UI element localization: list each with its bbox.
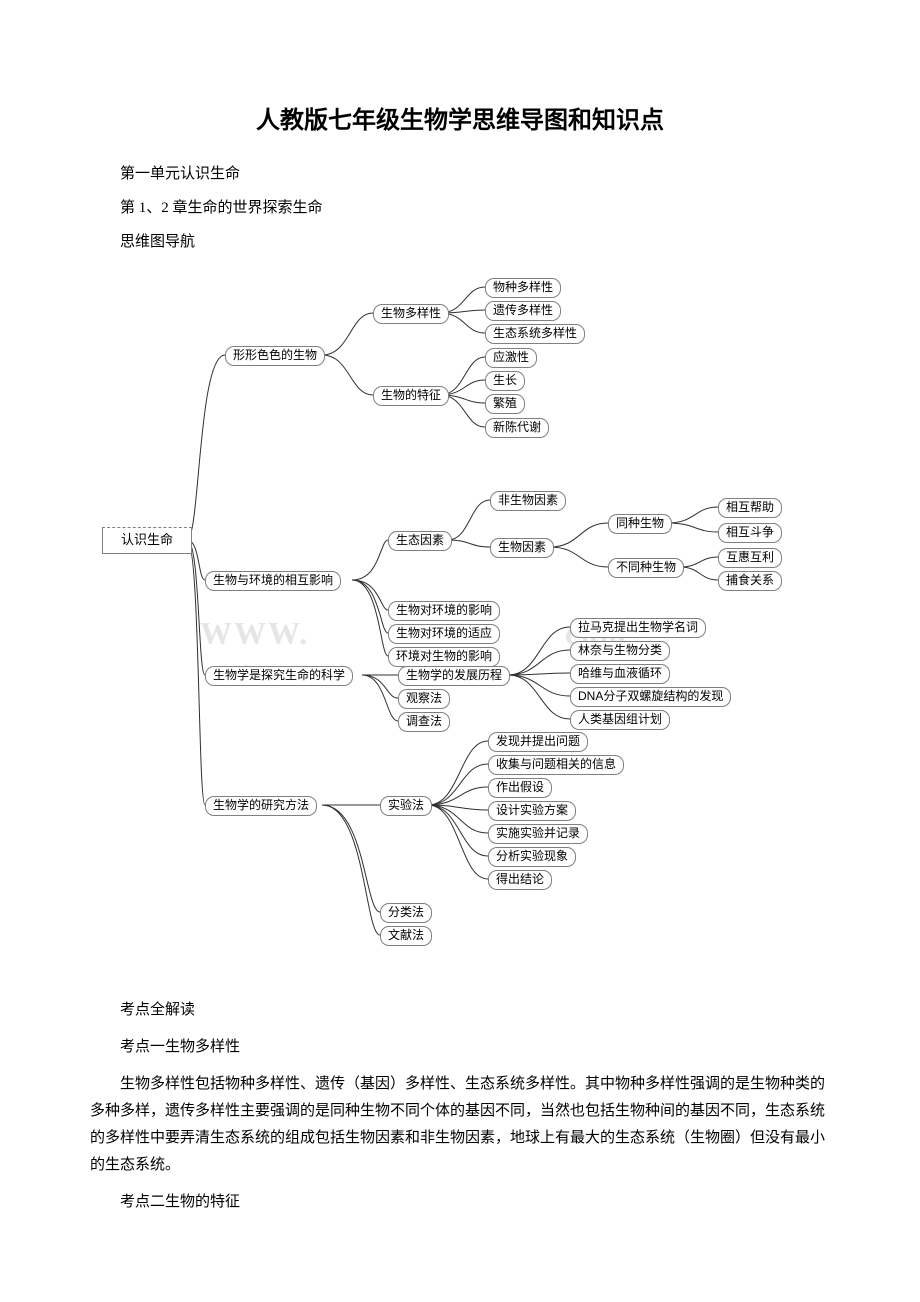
node-b3c: 调查法: [398, 712, 450, 732]
node-b1b4: 新陈代谢: [485, 418, 549, 438]
intro-line-1: 第一单元认识生命: [90, 159, 830, 189]
node-b4a4: 设计实验方案: [488, 801, 576, 821]
node-b1a2: 遗传多样性: [485, 301, 561, 321]
node-b1a3: 生态系统多样性: [485, 324, 585, 344]
node-b4a1: 发现并提出问题: [488, 732, 588, 752]
node-b2a1: 非生物因素: [490, 491, 566, 511]
node-b4a3: 作出假设: [488, 778, 552, 798]
node-b2a2b2: 捕食关系: [718, 571, 782, 591]
body-h1: 考点全解读: [90, 997, 830, 1024]
node-b4b: 分类法: [380, 903, 432, 923]
node-b2b: 生物对环境的影响: [388, 601, 500, 621]
node-b2a2b: 不同种生物: [608, 558, 684, 578]
body-p1: 生物多样性包括物种多样性、遗传（基因）多样性、生态系统多样性。其中物种多样性强调…: [90, 1071, 830, 1179]
node-b2d: 环境对生物的影响: [388, 647, 500, 667]
node-b3a: 生物学的发展历程: [398, 666, 510, 686]
node-root: 认识生命: [102, 527, 192, 554]
intro-line-2: 第 1、2 章生命的世界探索生命: [90, 193, 830, 223]
node-b3a3: 哈维与血液循环: [570, 664, 670, 684]
node-b1: 形形色色的生物: [225, 346, 325, 366]
node-b3a4: DNA分子双螺旋结构的发现: [570, 687, 731, 707]
node-b3a5: 人类基因组计划: [570, 710, 670, 730]
node-b3a1: 拉马克提出生物学名词: [570, 618, 706, 638]
body-h3: 考点二生物的特征: [90, 1189, 830, 1216]
node-b2a2a: 同种生物: [608, 514, 672, 534]
node-b4a5: 实施实验并记录: [488, 824, 588, 844]
node-b1b: 生物的特征: [373, 386, 449, 406]
node-b1b1: 应激性: [485, 348, 537, 368]
node-b4a7: 得出结论: [488, 870, 552, 890]
node-b2a2a2: 相互斗争: [718, 523, 782, 543]
node-b2c: 生物对环境的适应: [388, 624, 500, 644]
node-b2a: 生态因素: [388, 531, 452, 551]
node-b1a1: 物种多样性: [485, 278, 561, 298]
node-b1b3: 繁殖: [485, 394, 525, 414]
watermark-a: WWW.: [200, 615, 309, 652]
node-b3b: 观察法: [398, 689, 450, 709]
node-b4a6: 分析实验现象: [488, 847, 576, 867]
body-h2: 考点一生物多样性: [90, 1034, 830, 1061]
node-b3a2: 林奈与生物分类: [570, 641, 670, 661]
node-b1a: 生物多样性: [373, 304, 449, 324]
node-b2: 生物与环境的相互影响: [205, 571, 341, 591]
mindmap: WWW. com: [90, 275, 830, 975]
node-b4: 生物学的研究方法: [205, 796, 317, 816]
node-b1b2: 生长: [485, 371, 525, 391]
node-b4c: 文献法: [380, 926, 432, 946]
node-b4a: 实验法: [380, 796, 432, 816]
intro-line-3: 思维图导航: [90, 227, 830, 257]
page-title: 人教版七年级生物学思维导图和知识点: [90, 100, 830, 135]
node-b4a2: 收集与问题相关的信息: [488, 755, 624, 775]
node-b2a2b1: 互惠互利: [718, 548, 782, 568]
node-b3: 生物学是探究生命的科学: [205, 666, 353, 686]
node-b2a2: 生物因素: [490, 538, 554, 558]
node-b2a2a1: 相互帮助: [718, 498, 782, 518]
